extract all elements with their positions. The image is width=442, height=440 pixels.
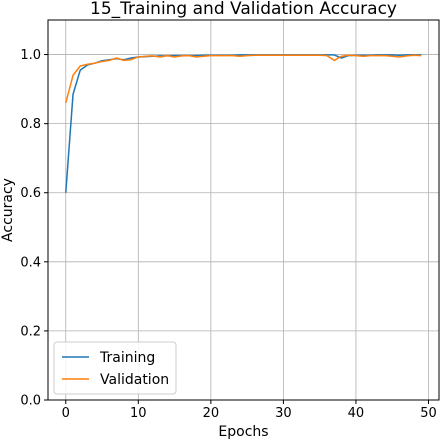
y-tick-label: 0.8: [20, 117, 41, 132]
series-line-validation: [65, 54, 422, 104]
legend-box: [53, 341, 177, 395]
legend: Training Validation: [53, 341, 177, 395]
series-line-training: [65, 54, 422, 193]
plot-frame: [47, 19, 440, 401]
series-layer: [65, 54, 422, 193]
legend-label: Training: [99, 350, 155, 366]
grid: [48, 20, 439, 401]
legend-label: Validation: [100, 372, 169, 388]
x-axis-label: Epochs: [218, 424, 268, 440]
chart-title: 15_Training and Validation Accuracy: [90, 0, 397, 19]
y-tick-label: 0.6: [20, 186, 41, 201]
ticks: 0 10 20 30 40 50 0.0 0.2 0.4 0.6 0.8 1.0: [20, 48, 436, 421]
x-tick-label: 0: [62, 406, 70, 421]
y-tick-label: 0.4: [20, 255, 41, 270]
y-tick-label: 1.0: [20, 48, 41, 63]
y-tick-label: 0.2: [20, 324, 41, 339]
y-axis-label: Accuracy: [0, 178, 16, 242]
x-tick-label: 30: [275, 406, 292, 421]
x-tick-label: 50: [420, 406, 437, 421]
x-tick-label: 40: [348, 406, 365, 421]
x-tick-label: 10: [130, 406, 147, 421]
y-tick-label: 0.0: [20, 394, 41, 409]
x-tick-label: 20: [203, 406, 220, 421]
